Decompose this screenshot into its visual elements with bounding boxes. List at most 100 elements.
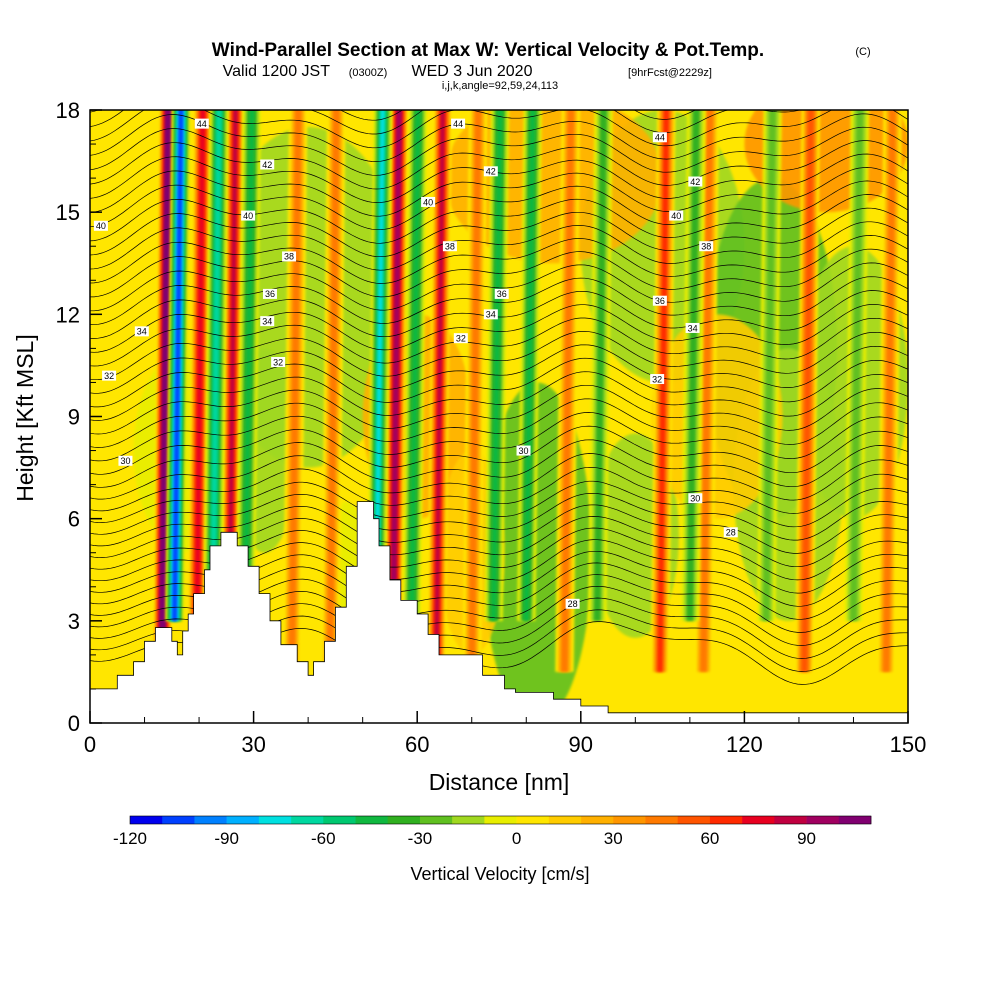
isentrope-line: [90, 262, 908, 312]
isentrope-label-box: [118, 455, 133, 466]
isentrope-line: [90, 180, 908, 231]
isentrope-label-box: [652, 132, 667, 143]
updraft-column: [194, 110, 205, 672]
isentrope-label-box: [516, 445, 531, 456]
isentropes: [90, 110, 908, 685]
isentrope-label: 36: [655, 296, 665, 306]
isentrope-label-box: [262, 288, 277, 299]
isentrope-label-box: [650, 374, 665, 385]
isentrope-label-box: [565, 598, 580, 609]
valid-utc: (0300Z): [349, 67, 388, 79]
colorbar-swatch: [677, 816, 711, 824]
terrain: [90, 501, 908, 723]
isentrope-label: 38: [701, 242, 711, 252]
downdraft-column: [523, 110, 536, 621]
downdraft-column: [242, 110, 255, 621]
isentrope-label-box: [260, 159, 275, 170]
isentrope-line: [90, 425, 908, 475]
isentrope-line: [90, 248, 908, 298]
velocity-field: [133, 110, 908, 723]
colorbar-swatch: [162, 816, 195, 824]
isentrope-line: [90, 504, 908, 554]
isentrope-label: 36: [497, 289, 507, 299]
colorbar-swatch: [355, 816, 389, 824]
isentrope-label-box: [102, 370, 117, 381]
x-tick-label: 0: [84, 732, 96, 757]
y-tick-label: 12: [56, 302, 80, 327]
y-tick-label: 15: [56, 200, 80, 225]
isentrope-line: [90, 290, 908, 339]
isentrope-line: [90, 276, 908, 326]
isentrope-label: 32: [456, 333, 466, 343]
isentrope-label: 30: [519, 446, 529, 456]
isentrope-label: 38: [445, 242, 455, 252]
isentrope-label-box: [93, 220, 108, 231]
colorbar-swatch: [709, 816, 743, 824]
isentrope-label: 40: [671, 211, 681, 221]
isentrope-label: 40: [423, 197, 433, 207]
isentrope-label: 40: [243, 211, 253, 221]
isentrope-line: [90, 235, 908, 284]
updraft-column: [160, 110, 170, 672]
isentrope-line: [90, 398, 908, 448]
isentrope-label-box: [494, 288, 509, 299]
title-mark: (C): [855, 46, 870, 58]
isentrope-line: [90, 153, 908, 203]
isentrope-label: 32: [104, 371, 114, 381]
downdraft-column: [490, 110, 503, 621]
y-tick-label: 3: [68, 609, 80, 634]
valid-time: Valid 1200 JST: [223, 63, 331, 80]
isentrope-line: [90, 110, 908, 149]
colorbar-swatch: [258, 816, 292, 824]
colorbar-tick-label: -60: [311, 829, 336, 848]
colorbar-swatch: [742, 816, 775, 824]
isentrope-label: 42: [262, 160, 272, 170]
x-tick-label: 60: [405, 732, 429, 757]
colorbar-swatch: [226, 816, 260, 824]
updraft-column: [882, 110, 897, 672]
isentrope-label: 44: [197, 119, 207, 129]
updraft-column: [226, 110, 238, 672]
isentrope-line: [90, 331, 908, 381]
isentrope-label: 44: [453, 119, 463, 129]
colorbar-swatch: [613, 816, 646, 824]
downdraft-column: [849, 110, 864, 621]
isentrope-label-box: [723, 527, 738, 538]
colorbar-tick-label: -90: [214, 829, 239, 848]
colorbar-swatch: [323, 816, 356, 824]
x-tick-label: 90: [569, 732, 593, 757]
isentrope-label-box: [652, 295, 667, 306]
isentrope-label-box: [688, 493, 703, 504]
x-tick-label: 150: [890, 732, 927, 757]
x-tick-label: 120: [726, 732, 763, 757]
y-tick-label: 0: [68, 711, 80, 736]
isentrope-label: 30: [120, 456, 130, 466]
isentrope-line: [90, 371, 908, 421]
y-tick-label: 6: [68, 507, 80, 532]
downdraft-column: [686, 110, 700, 621]
colorbar-swatch: [838, 816, 872, 824]
colorbar-swatch: [291, 816, 324, 824]
colorbar-tick-label: 90: [797, 829, 816, 848]
isentrope-label-box: [685, 322, 700, 333]
y-axis-label: Height [Kft MSL]: [12, 334, 38, 501]
colorbar: -120 -90 -60 -30 0 30 60 90: [113, 815, 872, 848]
colorbar-tick-label: 30: [604, 829, 623, 848]
valid-date: WED 3 Jun 2020: [412, 63, 533, 80]
chart-title: Wind-Parallel Section at Max W: Vertical…: [212, 40, 764, 61]
isentrope-line: [90, 110, 801, 135]
isentrope-label-box: [134, 326, 149, 337]
isentrope-label-box: [688, 176, 703, 187]
isentrope-label-box: [442, 241, 457, 252]
isentrope-line: [90, 167, 908, 217]
isentrope-line: [90, 466, 908, 514]
colorbar-tick-label: 0: [512, 829, 521, 848]
isentrope-line: [90, 126, 908, 176]
y-axis: 0 3 6 9 12 15 18: [56, 98, 102, 736]
x-axis-label: Distance [nm]: [429, 769, 570, 795]
isentrope-line: [90, 412, 908, 462]
colorbar-swatch: [452, 816, 485, 824]
isentrope-label-box: [453, 333, 468, 344]
colorbar-swatch: [194, 816, 227, 824]
